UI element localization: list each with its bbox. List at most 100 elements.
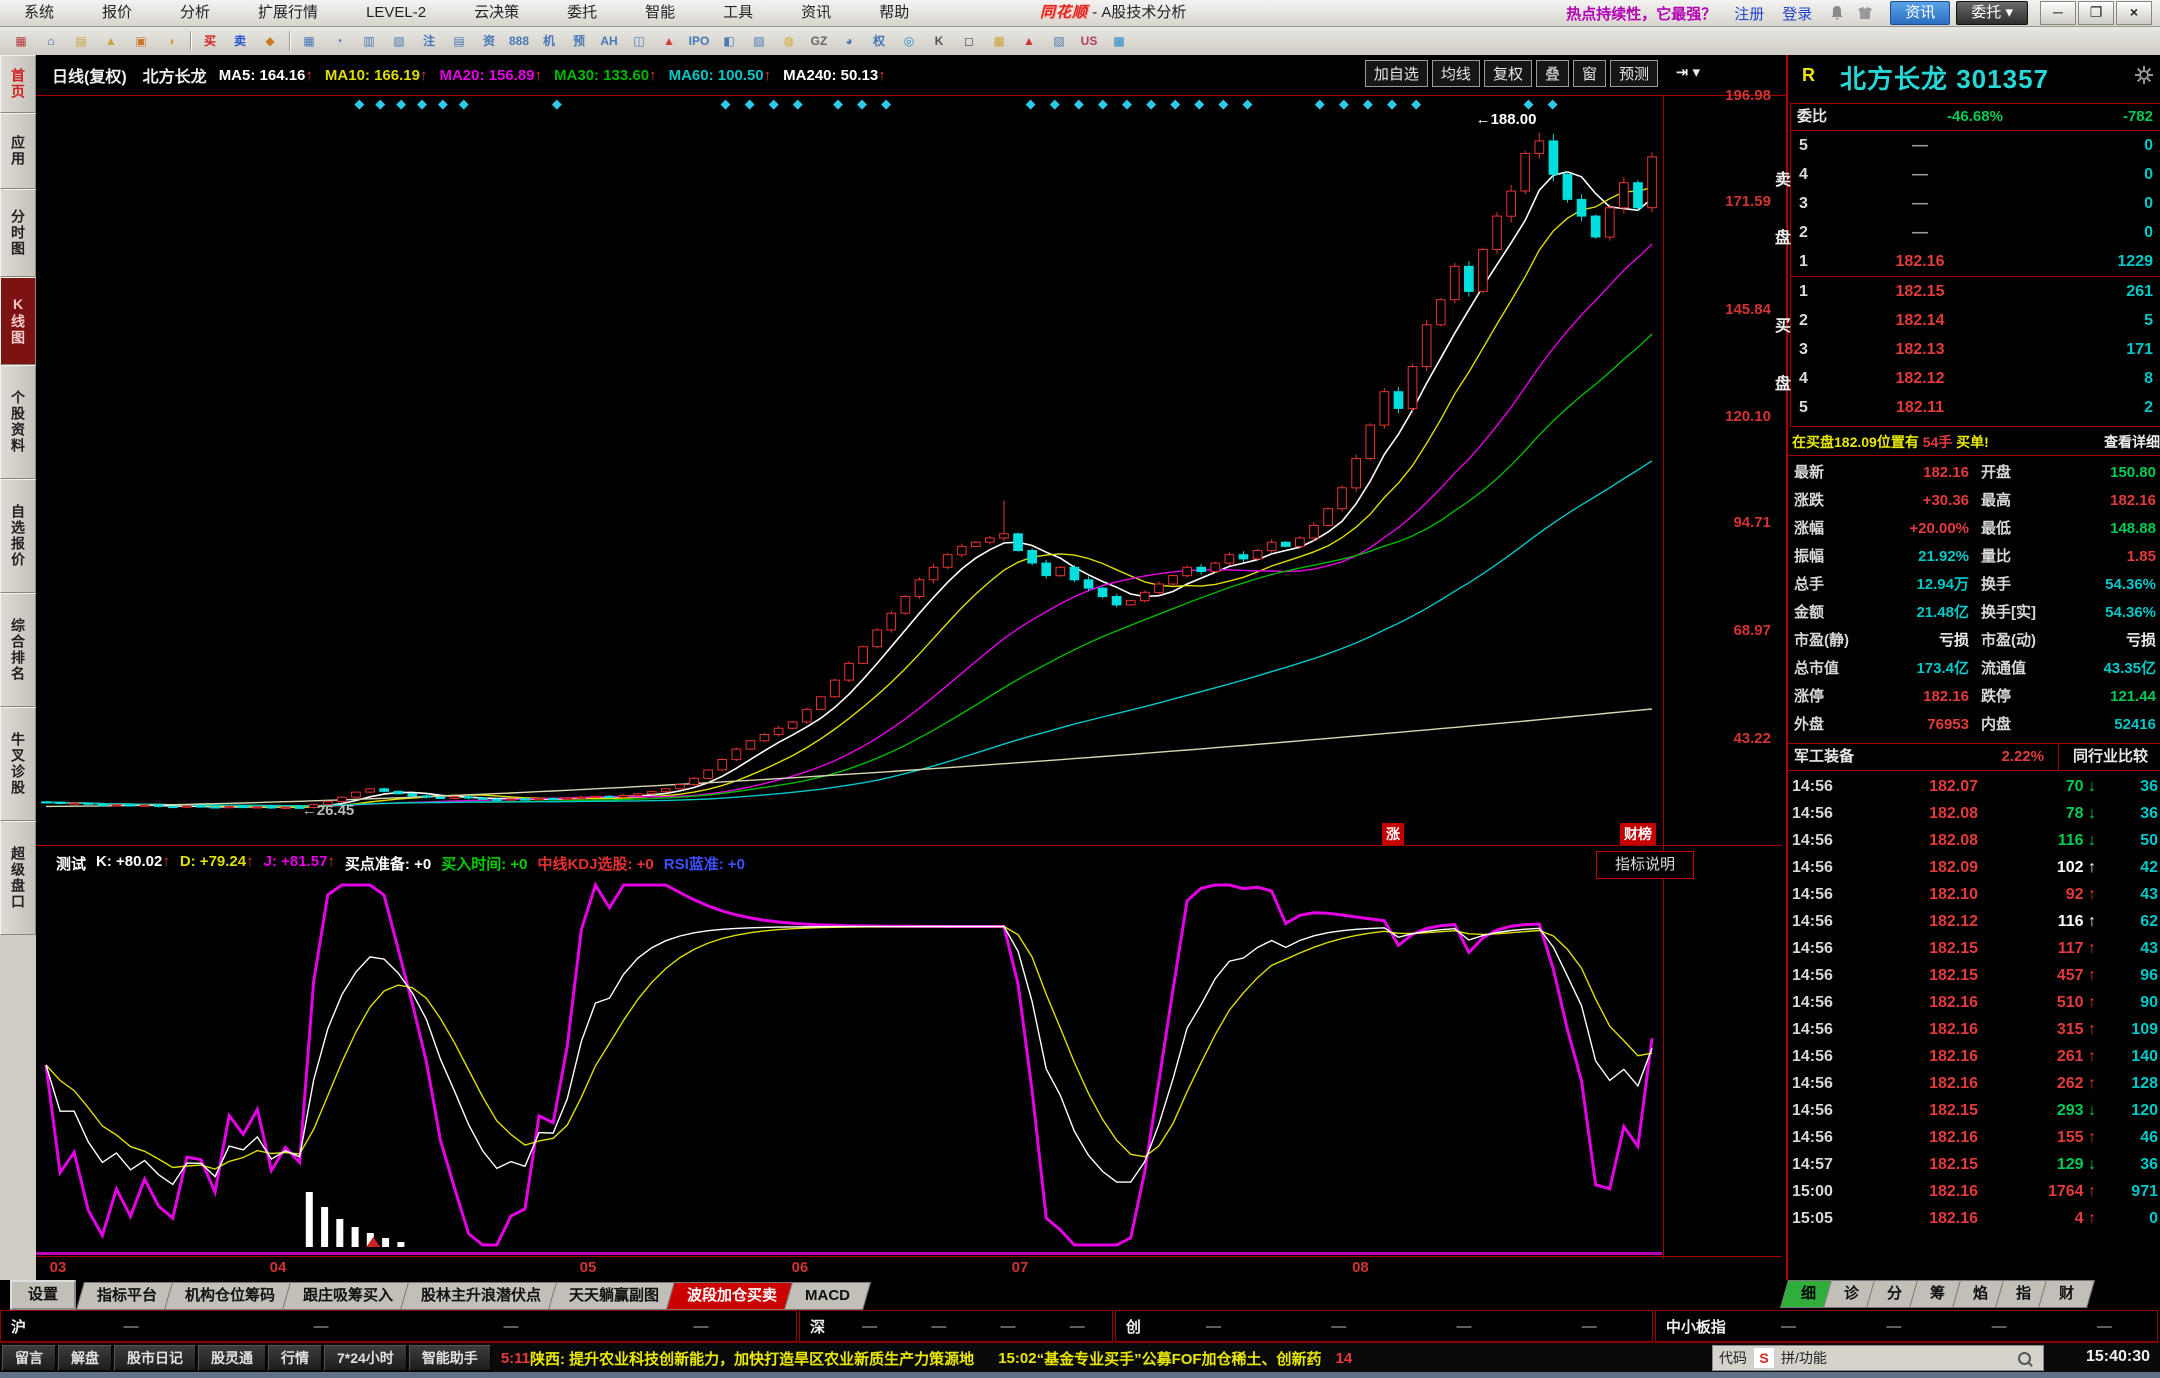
index-box-深[interactable]: 深 — — — — bbox=[799, 1310, 1113, 1342]
toolbar-icon[interactable]: ▣ bbox=[135, 34, 147, 48]
toolbar-icon[interactable]: ◧ bbox=[723, 34, 735, 48]
gear-icon[interactable] bbox=[2134, 65, 2154, 85]
toolbar-icon[interactable]: ⌂ bbox=[47, 34, 55, 48]
minimize-button[interactable]: ─ bbox=[2040, 1, 2076, 25]
news2-text[interactable]: “基金专业买手”公募FOF加仓稀土、创新药 bbox=[1036, 1350, 1322, 1368]
status-button-解盘[interactable]: 解盘 bbox=[58, 1345, 112, 1371]
chart-button-均线[interactable]: 均线 bbox=[1431, 60, 1480, 87]
menu-item-资讯[interactable]: 资讯 bbox=[801, 4, 832, 21]
status-button-7*24小时[interactable]: 7*24小时 bbox=[324, 1345, 407, 1371]
toolbar-icon[interactable]: 权 bbox=[872, 34, 885, 48]
sidebar-tab-应用[interactable]: 应用 bbox=[0, 113, 36, 189]
menu-item-帮助[interactable]: 帮助 bbox=[879, 4, 910, 21]
tab-MACD[interactable]: MACD bbox=[784, 1282, 872, 1310]
sidebar-tab-自选报价[interactable]: 自选报价 bbox=[0, 479, 36, 593]
panel-tab-财[interactable]: 财 bbox=[2038, 1280, 2096, 1308]
register-link[interactable]: 注册 bbox=[1734, 5, 1765, 23]
toolbar-icon[interactable]: ◍ bbox=[783, 34, 795, 48]
toolbar-icon[interactable]: 预 bbox=[572, 34, 585, 48]
toolbar-icon[interactable]: ◻ bbox=[964, 34, 974, 48]
toolbar-icon[interactable]: ▤ bbox=[453, 34, 465, 48]
view-detail-link[interactable]: 查看详细 bbox=[2104, 434, 2160, 450]
tab-跟庄吸筹买入[interactable]: 跟庄吸筹买入 bbox=[282, 1282, 415, 1310]
hot-topic-link[interactable]: 热点持续性，它最强？ bbox=[1566, 5, 1717, 23]
status-button-智能助手[interactable]: 智能助手 bbox=[408, 1345, 491, 1371]
toolbar-icon[interactable]: ▥ bbox=[363, 34, 375, 48]
toolbar-icon[interactable]: ▩ bbox=[1113, 34, 1125, 48]
sidebar-tab-综合排名[interactable]: 综合排名 bbox=[0, 593, 36, 707]
toolbar-icon[interactable]: ▲ bbox=[663, 34, 675, 48]
code-input[interactable]: 代码 S 拼/功能 bbox=[1712, 1345, 2044, 1371]
status-button-股市日记[interactable]: 股市日记 bbox=[114, 1345, 196, 1371]
toolbar-icon[interactable]: K bbox=[934, 34, 944, 48]
tab-指标平台[interactable]: 指标平台 bbox=[76, 1282, 179, 1310]
toolbar-icon[interactable]: 机 bbox=[542, 34, 555, 48]
index-box-沪[interactable]: 沪 — — — — bbox=[0, 1310, 798, 1342]
sidebar-tab-个股资料[interactable]: 个股资料 bbox=[0, 365, 36, 479]
toolbar-icon[interactable]: ▦ bbox=[993, 34, 1005, 48]
menu-item-智能[interactable]: 智能 bbox=[645, 4, 676, 21]
chart-button-窗[interactable]: 窗 bbox=[1572, 60, 1606, 87]
toolbar-icon[interactable]: ▦ bbox=[303, 34, 315, 48]
toolbar-icon[interactable]: 买 bbox=[203, 34, 216, 48]
toolbar-icon[interactable]: ▤ bbox=[75, 34, 87, 48]
candlestick-chart[interactable] bbox=[36, 95, 1662, 845]
toolbar-icon[interactable]: 888 bbox=[508, 34, 530, 48]
sidebar-tab-牛叉诊股[interactable]: 牛叉诊股 bbox=[0, 707, 36, 821]
toolbar-icon[interactable]: ◔ bbox=[335, 34, 343, 48]
toolbar-icon[interactable]: IPO bbox=[688, 34, 710, 48]
sidebar-tab-首页[interactable]: 首页 bbox=[0, 55, 36, 113]
toolbar-icon[interactable]: ▧ bbox=[1053, 34, 1065, 48]
menu-item-分析[interactable]: 分析 bbox=[180, 4, 211, 21]
toolbar-icon[interactable]: ▲ bbox=[105, 34, 117, 48]
status-button-行情[interactable]: 行情 bbox=[268, 1345, 322, 1371]
toolbar-icon[interactable]: GZ bbox=[810, 34, 828, 48]
tab-波段加仓买卖[interactable]: 波段加仓买卖 bbox=[666, 1282, 799, 1310]
tick-list[interactable]: 14:56 182.07 70 ↓ 36 14:56 182.08 78 ↓ 36 14:56 1… bbox=[1788, 773, 2160, 1232]
toolbar-icon[interactable]: US bbox=[1080, 34, 1098, 48]
chart-button-叠[interactable]: 叠 bbox=[1535, 60, 1569, 87]
menu-item-报价[interactable]: 报价 bbox=[102, 4, 133, 21]
toolbar-icon[interactable]: 注 bbox=[422, 34, 435, 48]
status-button-留言[interactable]: 留言 bbox=[2, 1345, 56, 1371]
gift-icon[interactable] bbox=[1856, 4, 1874, 22]
news-button[interactable]: 资讯 bbox=[1890, 1, 1951, 25]
toolbar-icon[interactable]: 卖 bbox=[233, 34, 246, 48]
bell-icon[interactable] bbox=[1828, 4, 1846, 22]
menu-item-云决策[interactable]: 云决策 bbox=[474, 4, 520, 21]
toolbar-icon[interactable]: ▲ bbox=[1023, 34, 1035, 48]
sidebar-tab-超级盘口[interactable]: 超级盘口 bbox=[0, 821, 36, 935]
chart-button-预测[interactable]: 预测 bbox=[1609, 60, 1658, 87]
tab-机构仓位筹码[interactable]: 机构仓位筹码 bbox=[164, 1282, 297, 1310]
news1-text[interactable]: 陕西: 提升农业科技创新能力，加快打造旱区农业新质生产力策源地 bbox=[530, 1350, 975, 1368]
toolbar-icon[interactable]: ▧ bbox=[393, 34, 405, 48]
toolbar-icon[interactable]: ▦ bbox=[15, 34, 27, 48]
toolbar-icon[interactable]: AH bbox=[600, 34, 618, 48]
status-button-股灵通[interactable]: 股灵通 bbox=[198, 1345, 266, 1371]
toolbar-icon[interactable]: ◆ bbox=[265, 34, 275, 48]
kdj-chart[interactable] bbox=[36, 881, 1662, 1251]
menu-item-LEVEL-2[interactable]: LEVEL-2 bbox=[366, 4, 427, 21]
close-button[interactable]: × bbox=[2116, 1, 2152, 25]
toolbar-icon[interactable]: ▨ bbox=[753, 34, 765, 48]
search-icon[interactable] bbox=[2018, 1351, 2031, 1365]
chart-button-复权[interactable]: 复权 bbox=[1483, 60, 1532, 87]
toolbar-icon[interactable]: ◫ bbox=[633, 34, 645, 48]
menu-item-委托[interactable]: 委托 bbox=[567, 4, 598, 21]
tab-设置[interactable]: 设置 bbox=[10, 1280, 77, 1310]
ime-icon[interactable]: S bbox=[1753, 1347, 1775, 1369]
indicator-explain-button[interactable]: 指标说明 bbox=[1596, 851, 1694, 879]
index-box-创[interactable]: 创 — — — — bbox=[1114, 1310, 1653, 1342]
toolbar-icon[interactable]: ◎ bbox=[903, 34, 915, 48]
trade-button[interactable]: 委托 ▾ bbox=[1956, 1, 2028, 25]
menu-item-系统[interactable]: 系统 bbox=[24, 4, 55, 21]
restore-button[interactable]: ❐ bbox=[2078, 1, 2114, 25]
toolbar-icon[interactable]: ◕ bbox=[845, 34, 853, 48]
sector-name[interactable]: 军工装备 bbox=[1794, 748, 1855, 765]
forward-icon[interactable]: ⇥ ▾ bbox=[1675, 64, 1700, 81]
chart-button-加自选[interactable]: 加自选 bbox=[1364, 60, 1428, 87]
toolbar-icon[interactable]: 资 bbox=[482, 34, 495, 48]
sidebar-tab-K线图[interactable]: K线图 bbox=[0, 277, 36, 365]
login-link[interactable]: 登录 bbox=[1782, 5, 1813, 23]
tab-天天躺赢副图[interactable]: 天天躺赢副图 bbox=[548, 1282, 681, 1310]
